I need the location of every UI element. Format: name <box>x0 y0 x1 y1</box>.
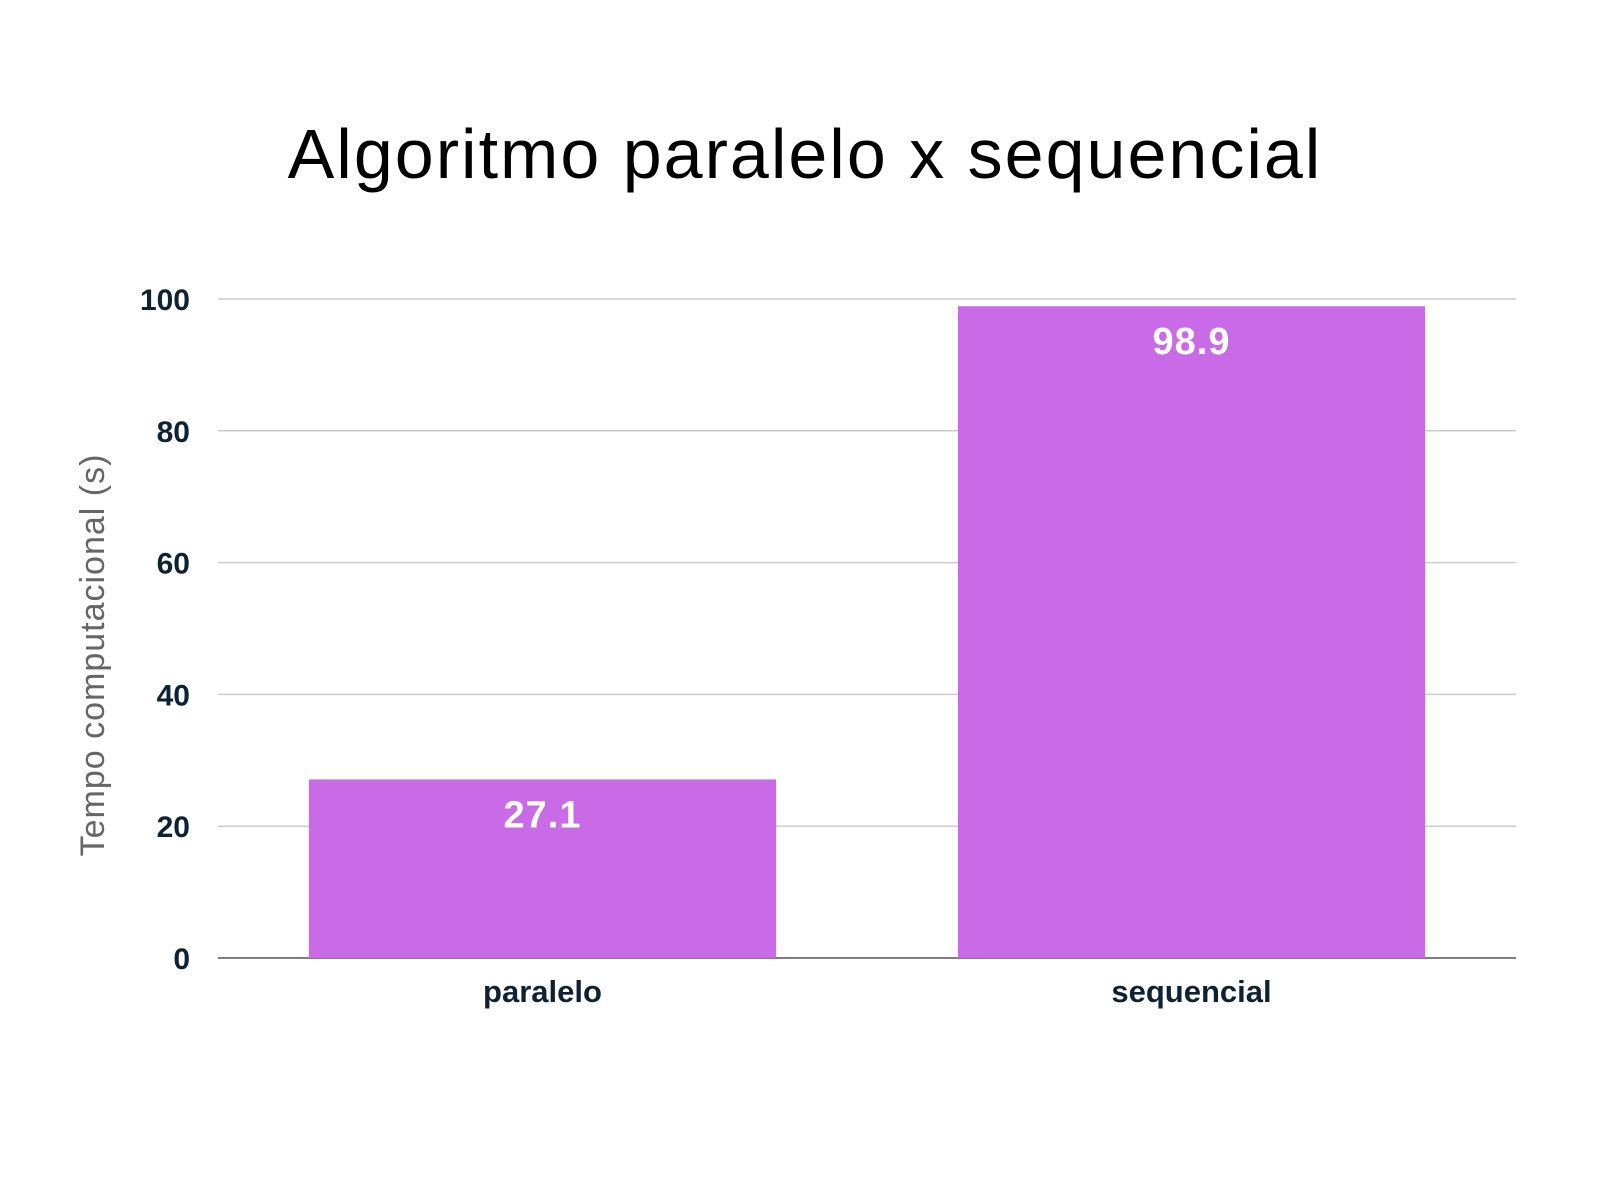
y-tick-label: 80 <box>157 416 190 449</box>
y-tick-label: 60 <box>157 548 190 581</box>
data-label: 98.9 <box>1153 321 1231 363</box>
labels: 0 20 40 60 80 100 27.1 paralelo 98.9 sequencial <box>140 284 1272 1009</box>
y-tick-label: 0 <box>173 943 190 976</box>
y-tick-label: 100 <box>140 284 190 317</box>
x-category-label: paralelo <box>483 974 602 1009</box>
chart-title: Algoritmo paralelo x sequencial <box>288 115 1323 193</box>
bar-sequencial <box>957 306 1426 958</box>
x-category-label: sequencial <box>1111 974 1271 1009</box>
y-tick-label: 20 <box>157 811 190 844</box>
bars <box>308 306 1426 958</box>
y-axis-title: Tempo computacional (s) <box>74 454 112 857</box>
bar-paralelo <box>308 779 777 958</box>
y-tick-label: 40 <box>157 679 190 712</box>
data-label: 27.1 <box>504 794 582 836</box>
